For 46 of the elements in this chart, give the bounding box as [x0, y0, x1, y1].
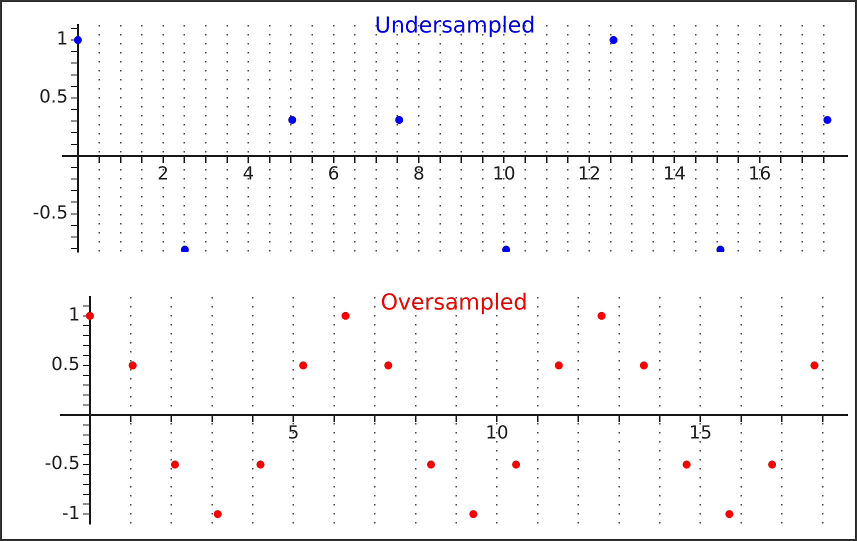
- x-tick-label: 4: [242, 163, 254, 184]
- y-tick-label: 1: [56, 28, 68, 50]
- x-tick-label: 14: [662, 163, 686, 184]
- point: [288, 116, 296, 124]
- y-tick-label: 1: [68, 304, 80, 326]
- y-tick-label: -0.5: [44, 453, 80, 474]
- point: [682, 460, 691, 469]
- x-tick-label: 2: [157, 163, 169, 184]
- point: [86, 312, 94, 320]
- point: [342, 312, 350, 320]
- y-tick-label: -0.5: [32, 202, 68, 224]
- x-tick-label: 10: [492, 163, 516, 184]
- y-tick-label: 0.5: [51, 354, 80, 376]
- point: [128, 361, 137, 370]
- x-tick-label: 10: [485, 422, 508, 444]
- point: [74, 36, 82, 44]
- point: [716, 246, 724, 252]
- point: [469, 510, 478, 518]
- point: [640, 361, 648, 370]
- point: [502, 246, 510, 252]
- point: [823, 116, 832, 124]
- point: [384, 361, 392, 370]
- x-tick-label: 5: [288, 422, 300, 444]
- point: [170, 460, 179, 469]
- point: [598, 312, 606, 320]
- y-tick-label: 0.5: [39, 86, 68, 108]
- point: [810, 361, 818, 370]
- chart-title: Oversampled: [380, 290, 528, 316]
- chart-title: Undersampled: [374, 14, 536, 39]
- point: [180, 246, 189, 252]
- point: [256, 460, 264, 469]
- point: [395, 116, 404, 124]
- x-tick-label: 16: [748, 163, 772, 184]
- x-tick-label: 8: [413, 163, 425, 184]
- point: [725, 510, 734, 518]
- x-tick-label: 15: [689, 422, 712, 444]
- point: [427, 460, 435, 469]
- point: [554, 361, 563, 370]
- x-tick-label: 6: [328, 163, 340, 184]
- point: [768, 460, 776, 469]
- y-tick-label: -1: [62, 502, 80, 524]
- point: [512, 460, 520, 469]
- point: [214, 510, 222, 518]
- point: [299, 361, 308, 370]
- x-tick-label: 12: [578, 163, 601, 184]
- point: [610, 36, 618, 44]
